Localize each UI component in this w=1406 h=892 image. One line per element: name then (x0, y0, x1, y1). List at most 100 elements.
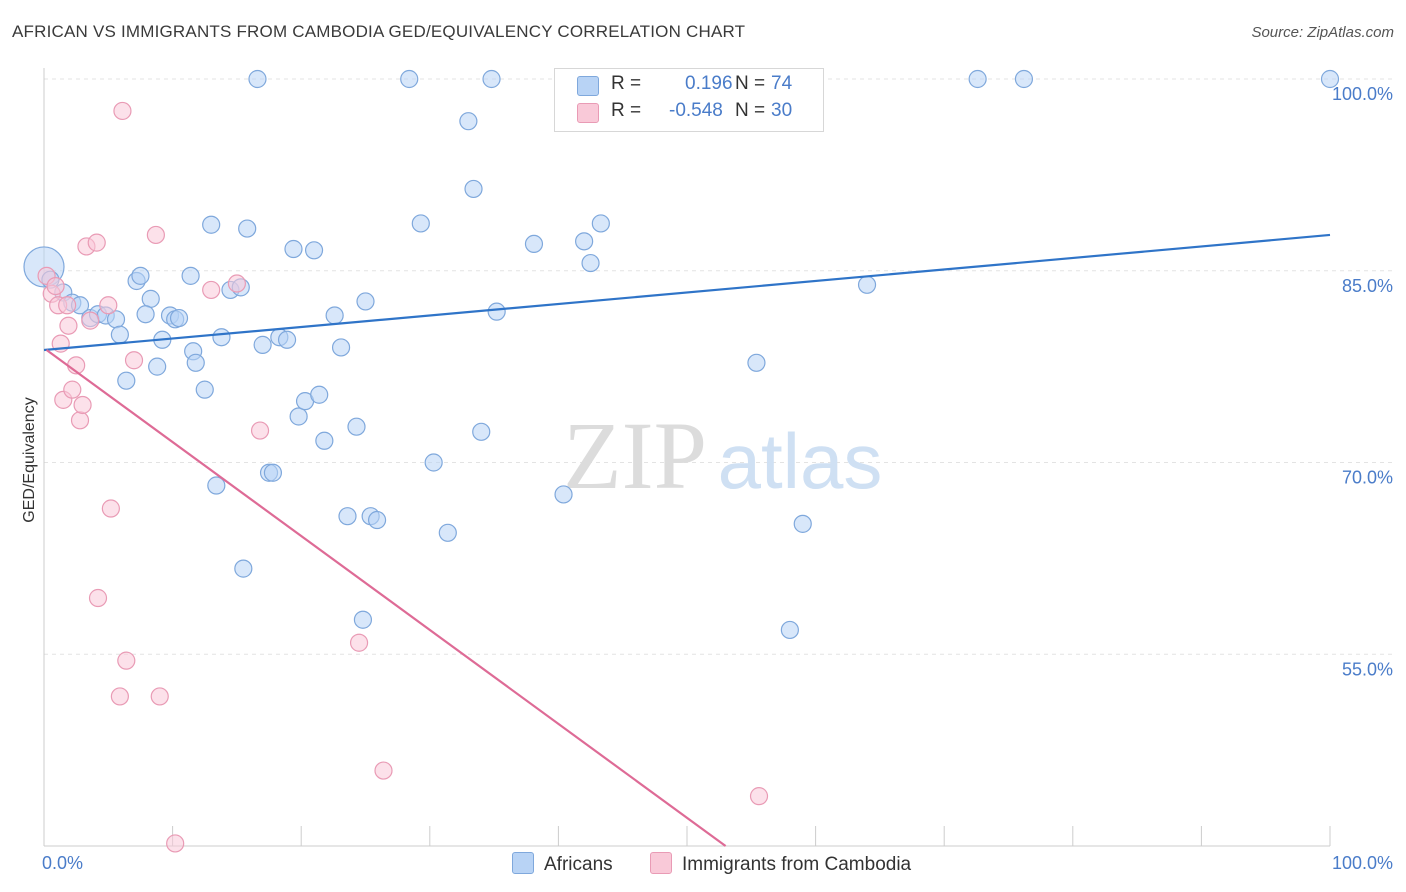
chart-title: AFRICAN VS IMMIGRANTS FROM CAMBODIA GED/… (12, 22, 746, 41)
africans-point (186, 353, 205, 372)
watermark-atlas: atlas (718, 417, 883, 505)
tick-labels: 55.0% 70.0% 85.0% 100.0% 0.0% 100.0% (42, 84, 1393, 873)
africans-point (131, 266, 150, 285)
cambodia-point (146, 225, 165, 245)
cambodia-point (63, 380, 82, 399)
africans-point (325, 306, 344, 325)
bottom-legend-swatch-africans (512, 852, 534, 874)
africans-point (793, 514, 812, 533)
africans-point (238, 219, 257, 238)
legend-n-label: N = (735, 73, 766, 94)
africans-point (591, 214, 610, 233)
africans-point (581, 253, 600, 273)
africans-point (482, 69, 501, 89)
africans-point (968, 69, 987, 89)
africans-point (195, 380, 214, 399)
africans-point (857, 275, 877, 294)
bottom-legend-label-africans: Africans (544, 854, 613, 875)
africans-point (400, 69, 419, 89)
cambodia-point (46, 276, 65, 296)
africans-point (1014, 69, 1034, 89)
grid-lines (44, 78, 1392, 655)
africans-point (277, 330, 297, 349)
africans-point (212, 328, 231, 347)
africans-point (554, 485, 573, 504)
africans-point (234, 559, 253, 578)
africans-point (169, 308, 189, 328)
africans-point (424, 453, 443, 472)
y-axis-label: GED/Equivalency (21, 397, 38, 523)
cambodia-trend-line (45, 349, 727, 847)
chart-source: Source: ZipAtlas.com (1251, 24, 1394, 41)
africans-point (202, 215, 221, 234)
watermark: ZIP atlas (563, 402, 882, 509)
cambodia-point (88, 588, 108, 608)
x-tick-label: 0.0% (42, 853, 83, 873)
africans-point (331, 338, 351, 357)
watermark-zip: ZIP (563, 402, 707, 509)
africans-point (411, 214, 430, 233)
legend-r-label: R = (611, 73, 642, 94)
cambodia-point (202, 280, 221, 300)
data-points (23, 69, 1340, 853)
africans-point (141, 289, 160, 308)
africans-point (253, 335, 272, 354)
cambodia-point (374, 761, 393, 780)
africans-point (356, 292, 375, 311)
trend-lines (43, 233, 1331, 847)
cambodia-point (349, 633, 369, 652)
legend-swatch-africans (577, 76, 599, 96)
legend-n-value: 30 (771, 100, 793, 121)
cambodia-point (124, 351, 144, 370)
cambodia-point (150, 687, 169, 706)
africans-point (289, 407, 308, 426)
africans-point (487, 302, 506, 321)
cambodia-point (113, 101, 132, 121)
legend-n-label: N = (735, 100, 766, 121)
axes (43, 68, 1331, 847)
cambodia-point (70, 411, 90, 430)
africans-point (148, 357, 167, 376)
africans-point (263, 463, 283, 482)
africans-point (284, 239, 303, 259)
africans-point (575, 232, 594, 251)
cambodia-point (117, 651, 136, 670)
africans-point (353, 610, 373, 629)
cambodia-point (87, 233, 106, 252)
africans-point (438, 523, 457, 542)
legend-r-value: 0.196 (685, 73, 733, 94)
legend-n-value: 74 (771, 73, 793, 94)
legend-swatch-cambodia (577, 103, 599, 123)
africans-point (747, 353, 766, 372)
bottom-legend-cambodia: Immigrants from Cambodia (650, 852, 911, 876)
cambodia-point (250, 421, 270, 440)
africans-trend-line (43, 233, 1331, 352)
africans-point (117, 371, 136, 390)
cambodia-point (166, 834, 185, 853)
africans-point (181, 266, 200, 285)
africans-point (464, 179, 483, 199)
stats-legend: R = 0.196 N = 74 R = -0.548 N = 30 (554, 68, 824, 132)
y-tick-label: 100.0% (1332, 84, 1393, 104)
y-tick-label: 85.0% (1342, 276, 1393, 296)
africans-point (207, 476, 226, 495)
africans-point (347, 417, 366, 436)
cambodia-point (81, 311, 100, 330)
cambodia-point (73, 395, 92, 415)
africans-point (110, 325, 129, 344)
bottom-legend-swatch-cambodia (650, 852, 672, 874)
cambodia-point (749, 787, 769, 806)
cambodia-point (101, 499, 120, 518)
cambodia-point (59, 316, 78, 335)
africans-point (310, 385, 329, 404)
cambodia-point (58, 296, 77, 315)
africans-point (1320, 69, 1340, 89)
africans-point (136, 305, 155, 324)
cambodia-point (99, 296, 118, 315)
africans-point (338, 507, 357, 526)
africans-point (459, 112, 478, 131)
bottom-legend-label-cambodia: Immigrants from Cambodia (682, 854, 912, 875)
x-tick-label: 100.0% (1332, 853, 1393, 873)
bottom-legend-africans: Africans (512, 852, 613, 876)
